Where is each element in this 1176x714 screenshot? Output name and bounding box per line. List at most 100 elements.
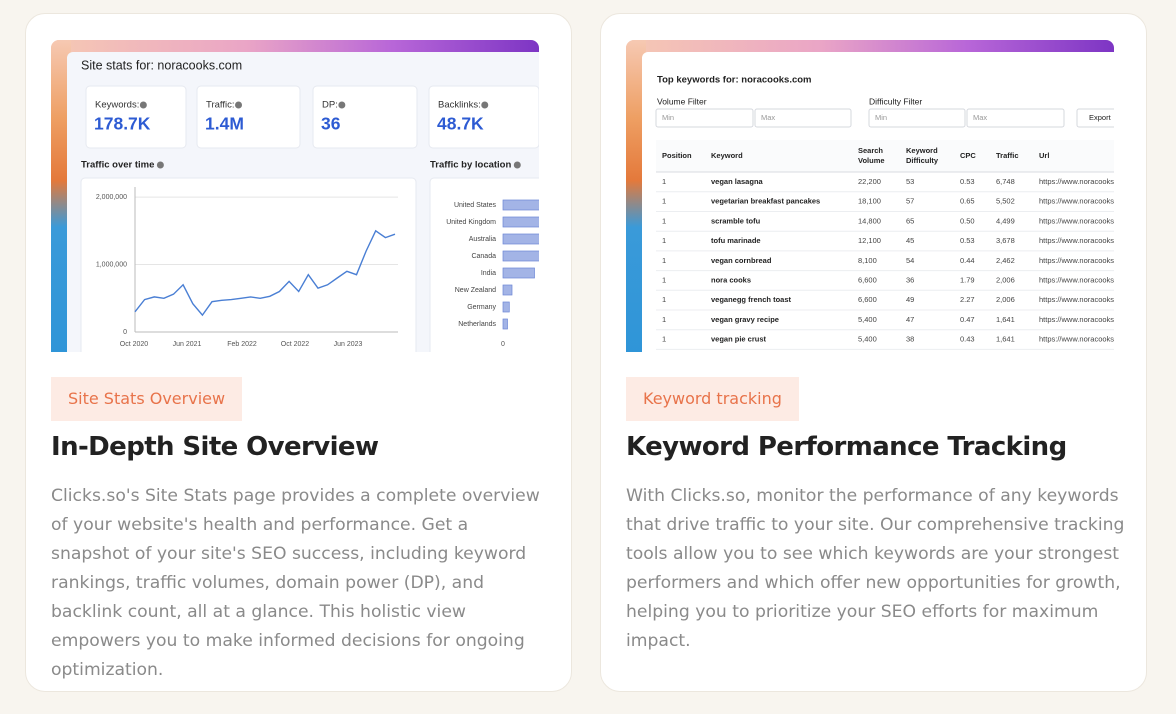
stat-value: 178.7K (94, 114, 151, 134)
info-icon (156, 161, 164, 169)
cell: 36 (906, 275, 914, 284)
category-label: United Kingdom (446, 219, 496, 226)
bar (502, 267, 535, 279)
bar (502, 284, 513, 296)
table-header (656, 140, 1114, 172)
cell: vegan pie crust (711, 335, 767, 344)
decor (626, 40, 646, 352)
stat-card (428, 85, 539, 149)
cell: 1.79 (960, 275, 975, 284)
x-tick-label: Oct 2022 (281, 341, 310, 348)
cell: 8,100 (858, 256, 877, 265)
cell: 6,600 (858, 275, 877, 284)
decor (51, 40, 71, 352)
category-label: Australia (469, 236, 496, 243)
heading: Top keywords for: noracooks.com (657, 75, 812, 86)
cell: 18,100 (858, 197, 881, 206)
cell: 0.44 (960, 256, 975, 265)
cell: 0.65 (960, 197, 975, 206)
screenshot: Site stats for: noracooks.com Keywords: 17… (51, 40, 539, 352)
screenshot: Top keywords for: noracooks.com Volume Fi… (626, 40, 1114, 352)
feature-card: Site stats for: noracooks.com Keywords: 17… (25, 13, 572, 692)
cell: https://www.noracooks (1039, 236, 1114, 245)
cell: 22,200 (858, 177, 881, 186)
cell: 1 (662, 256, 666, 265)
cell: https://www.noracooks (1039, 256, 1114, 265)
card-body: Clicks.so's Site Stats page provides a c… (51, 486, 540, 680)
cell: 5,400 (858, 315, 877, 324)
traffic-line (134, 229, 396, 317)
column-header: Search Volume (858, 146, 885, 165)
input (655, 108, 754, 128)
column-header: Traffic (996, 151, 1019, 160)
input-placeholder: Min (662, 113, 674, 122)
card-title: In-Depth Site Overview (51, 432, 379, 462)
feature-card: Top keywords for: noracooks.com Volume Fi… (600, 13, 1147, 692)
y-tick-label: 1,000,000 (96, 261, 127, 268)
cell: 1 (662, 216, 666, 225)
site-stats-screenshot: Site stats for: noracooks.com Keywords: 17… (67, 52, 539, 352)
card-body: With Clicks.so, monitor the performance … (626, 486, 1125, 651)
cell: 1 (662, 236, 666, 245)
cell: https://www.noracooks (1039, 197, 1114, 206)
stat-value: 48.7K (437, 114, 484, 134)
cell: 0.53 (960, 177, 975, 186)
info-icon (513, 161, 521, 169)
cell: vegan gravy recipe (711, 315, 779, 324)
x-tick-label: Oct 2020 (120, 341, 149, 348)
stat-label: Backlinks: (438, 100, 481, 111)
bar (502, 199, 539, 211)
x-tick-label: Feb 2022 (227, 341, 257, 348)
category-label: New Zealand (455, 287, 496, 294)
cell: scramble tofu (711, 216, 761, 225)
column-header: Keyword Difficulty (906, 146, 939, 165)
cell: 4,499 (996, 216, 1015, 225)
stat-value: 36 (321, 114, 341, 134)
cell: 1,641 (996, 315, 1015, 324)
cell: https://www.noracooks (1039, 275, 1114, 284)
keywords-screenshot: Top keywords for: noracooks.com Volume Fi… (642, 52, 1114, 352)
cell: 53 (906, 177, 914, 186)
cell: nora cooks (711, 275, 751, 284)
column-header: Keyword (711, 151, 743, 160)
cell: 1,641 (996, 335, 1015, 344)
input-placeholder: Min (875, 113, 887, 122)
cell: 12,100 (858, 236, 881, 245)
stat-card (196, 85, 301, 149)
filter-label: Volume Filter (657, 96, 707, 106)
info-icon (481, 101, 489, 109)
info-icon (235, 101, 243, 109)
input-placeholder: Max (761, 113, 775, 122)
cell: 45 (906, 236, 914, 245)
category-label: Germany (467, 304, 496, 311)
bar (502, 318, 508, 330)
cell: 1 (662, 315, 666, 324)
tag: Site Stats Overview (51, 377, 243, 421)
cell: 0.53 (960, 236, 975, 245)
heading: Site stats for: noracooks.com (81, 58, 242, 72)
cell: 1 (662, 335, 666, 344)
cell: 14,800 (858, 216, 881, 225)
stat-label: Traffic: (206, 100, 235, 111)
category-label: United States (454, 202, 497, 209)
cell: 65 (906, 216, 914, 225)
column-header: Url (1039, 151, 1049, 160)
category-label: India (481, 270, 496, 277)
export-button[interactable] (1076, 108, 1114, 128)
cell: vegetarian breakfast pancakes (711, 197, 820, 206)
cell: veganegg french toast (711, 295, 792, 304)
cell: 3,678 (996, 236, 1015, 245)
bar (502, 301, 510, 313)
info-icon (139, 101, 147, 109)
cell: 1 (662, 197, 666, 206)
cell: 1 (662, 177, 666, 186)
filter-label: Difficulty Filter (869, 96, 922, 106)
category-label: Canada (471, 253, 496, 260)
x-tick-label: Jun 2023 (334, 341, 363, 348)
cell: 0.43 (960, 335, 975, 344)
stat-label: DP: (322, 100, 338, 111)
input (868, 108, 966, 128)
cell: 54 (906, 256, 914, 265)
bar (502, 250, 539, 262)
category-label: Netherlands (458, 321, 496, 328)
